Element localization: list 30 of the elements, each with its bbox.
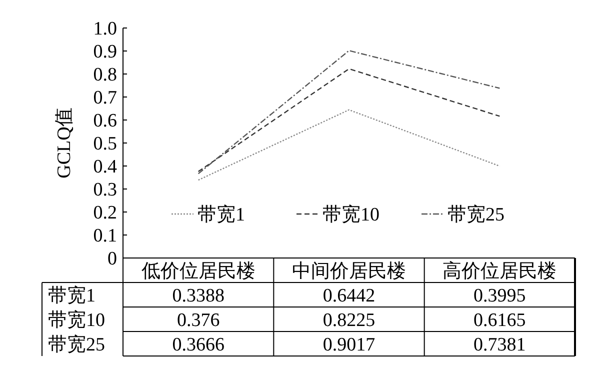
legend-label: 带宽10 [322, 204, 380, 226]
data-label: 0.3388 [172, 285, 224, 306]
data-label: 0.6442 [322, 285, 376, 306]
data-label: 0.9017 [322, 334, 376, 356]
x-tick-label: 低价位居民楼 [141, 260, 256, 282]
text: 带宽25 [48, 334, 105, 356]
data-label: 0.8225 [322, 310, 376, 331]
y-tick-label: 0.2 [93, 202, 117, 224]
y-tick-label: 0.1 [93, 226, 117, 247]
x-tick-label: 中间价居民楼 [292, 260, 406, 282]
data-label: 0.6165 [474, 310, 526, 331]
text: 带宽1 [48, 285, 96, 306]
y-tick-label: 0.6 [93, 110, 117, 132]
y-tick-label: 0.9 [93, 42, 117, 63]
data-label: 0.7381 [474, 334, 526, 356]
y-axis-title: GCLQ值 [54, 108, 75, 178]
data-label: 0.3995 [474, 285, 526, 306]
y-tick-label: 0.3 [93, 180, 117, 201]
y-tick-label: 0.7 [93, 88, 117, 109]
y-tick-label: 0.4 [93, 156, 118, 178]
y-tick-label: 1.0 [93, 18, 117, 40]
data-label: 0.376 [176, 310, 220, 331]
legend-label: 带宽25 [448, 204, 504, 226]
x-tick-label: 高价位居民楼 [442, 260, 557, 282]
y-tick-label: 0.8 [93, 64, 117, 86]
data-label: 0.3666 [172, 334, 224, 356]
y-tick-label: 0.5 [93, 134, 117, 155]
y-tick-label: 0 [108, 248, 117, 270]
legend-label: 带宽1 [198, 204, 245, 226]
text: 带宽10 [48, 310, 105, 331]
